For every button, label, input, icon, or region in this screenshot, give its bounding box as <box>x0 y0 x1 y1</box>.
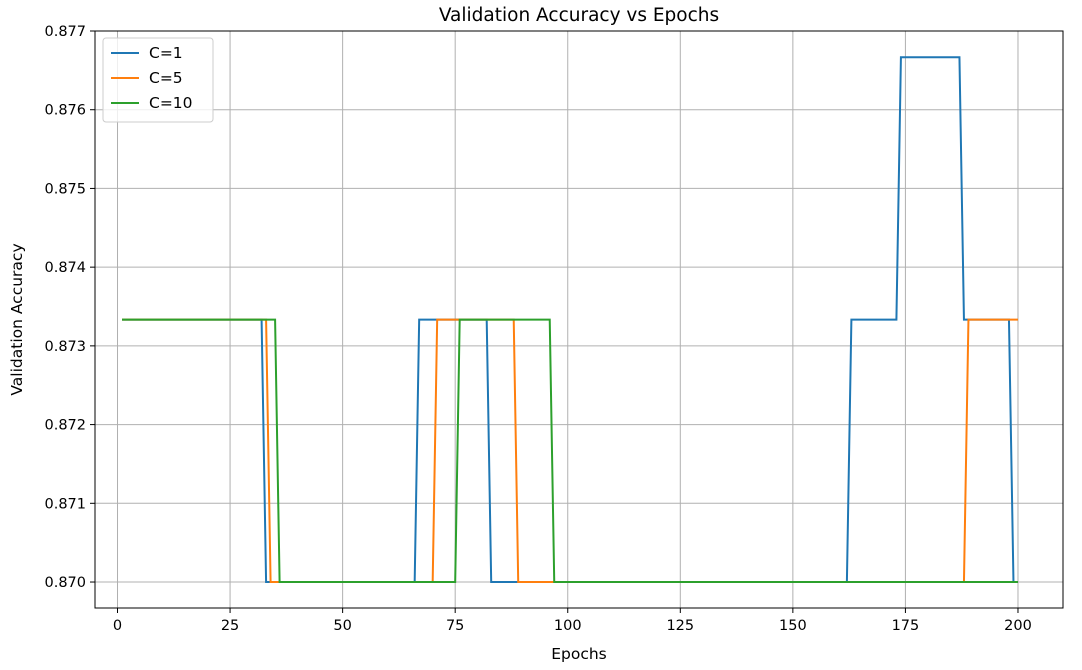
y-tick-label: 0.875 <box>44 181 86 197</box>
legend-label: C=5 <box>149 69 183 87</box>
legend: C=1 C=5 C=10 <box>102 37 214 123</box>
plot-frame <box>94 30 1064 609</box>
legend-box <box>102 37 214 123</box>
x-tick-label: 25 <box>221 618 239 634</box>
y-tick-label: 0.874 <box>44 260 86 276</box>
y-tick-label: 0.873 <box>44 339 86 355</box>
x-axis-label: Epochs <box>551 645 607 663</box>
y-tick-label: 0.870 <box>44 575 86 591</box>
x-tick-label: 200 <box>1004 618 1032 634</box>
series-lines <box>122 56 1018 584</box>
y-axis: 0.870 0.871 0.872 0.873 0.874 0.875 0.876 0.877 <box>44 24 95 591</box>
x-tick-label: 75 <box>446 618 464 634</box>
x-tick-label: 100 <box>554 618 582 634</box>
legend-label: C=1 <box>149 44 183 62</box>
legend-label: C=10 <box>149 94 193 112</box>
series-line-3 <box>122 318 1018 584</box>
y-axis-label: Validation Accuracy <box>8 243 26 395</box>
x-axis: 0 25 50 75 100 125 150 175 200 <box>113 608 1032 634</box>
chart-title: Validation Accuracy vs Epochs <box>439 5 719 26</box>
x-tick-label: 125 <box>666 618 694 634</box>
x-tick-label: 175 <box>892 618 920 634</box>
y-tick-label: 0.872 <box>44 418 86 434</box>
y-tick-label: 0.871 <box>44 496 86 512</box>
x-tick-label: 0 <box>113 618 122 634</box>
y-tick-label: 0.876 <box>44 103 86 119</box>
x-tick-label: 150 <box>779 618 807 634</box>
x-tick-label: 50 <box>333 618 351 634</box>
y-tick-label: 0.877 <box>44 24 86 40</box>
